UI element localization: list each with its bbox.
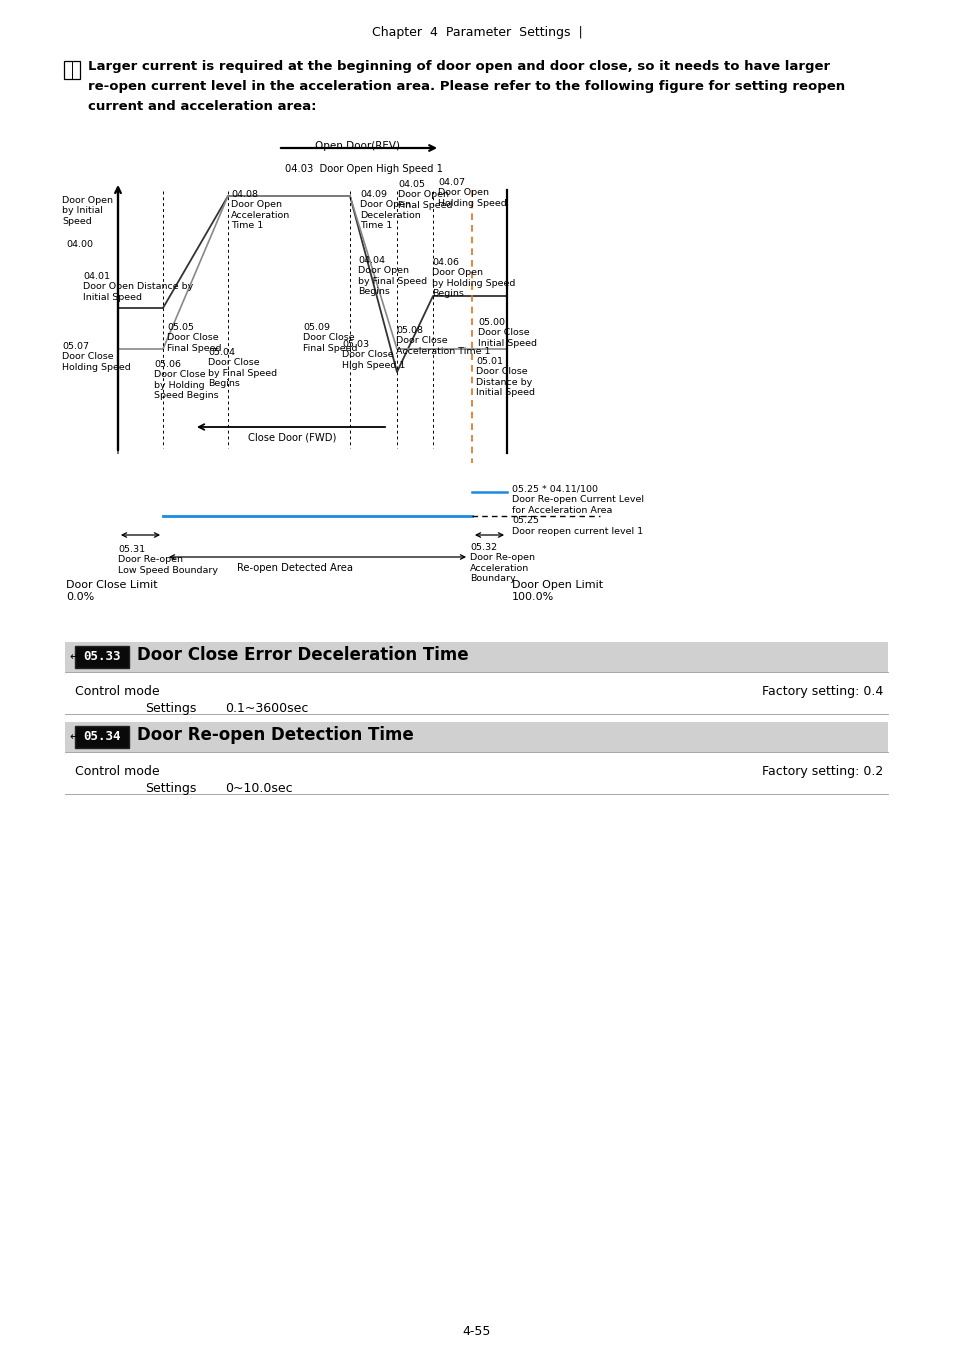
Text: 04.06
Door Open
by Holding Speed
Begins: 04.06 Door Open by Holding Speed Begins: [432, 258, 515, 298]
Text: 05.31
Door Re-open
Low Speed Boundary: 05.31 Door Re-open Low Speed Boundary: [118, 545, 218, 575]
Text: Door Close Limit
0.0%: Door Close Limit 0.0%: [66, 580, 157, 602]
Text: 05.32
Door Re-open
Acceleration
Boundary: 05.32 Door Re-open Acceleration Boundary: [470, 543, 535, 583]
Text: 0.1~3600sec: 0.1~3600sec: [225, 702, 308, 716]
Bar: [65, 643, 887, 672]
Text: Control mode: Control mode: [75, 684, 159, 698]
Text: Open Door(REV): Open Door(REV): [315, 140, 400, 151]
Text: 04.05
Door Open
Final Speed: 04.05 Door Open Final Speed: [397, 180, 452, 209]
Text: Settings: Settings: [145, 782, 196, 795]
Text: Door Close Error Deceleration Time: Door Close Error Deceleration Time: [137, 647, 468, 664]
Text: 05.07
Door Close
Holding Speed: 05.07 Door Close Holding Speed: [62, 342, 131, 371]
Text: Factory setting: 0.4: Factory setting: 0.4: [760, 684, 882, 698]
Text: Chapter  4  Parameter  Settings  |: Chapter 4 Parameter Settings |: [372, 26, 581, 39]
Text: Door Re-open Detection Time: Door Re-open Detection Time: [137, 726, 414, 744]
Text: Larger current is required at the beginning of door open and door close, so it n: Larger current is required at the beginn…: [88, 59, 829, 73]
Text: 05.03
Door Close
High Speed 1: 05.03 Door Close High Speed 1: [341, 340, 405, 370]
Text: 05.04
Door Close
by Final Speed
Begins: 05.04 Door Close by Final Speed Begins: [208, 348, 276, 389]
Text: 05.01
Door Close
Distance by
Initial Speed: 05.01 Door Close Distance by Initial Spe…: [476, 356, 535, 397]
Text: 05.09
Door Close
Final Speed: 05.09 Door Close Final Speed: [303, 323, 357, 352]
Text: Settings: Settings: [145, 702, 196, 716]
Text: 4-55: 4-55: [462, 1324, 491, 1338]
Text: 05.05
Door Close
Final Speed: 05.05 Door Close Final Speed: [167, 323, 221, 352]
Text: ↵: ↵: [69, 732, 78, 742]
Text: 05.06
Door Close
by Holding
Speed Begins: 05.06 Door Close by Holding Speed Begins: [153, 360, 218, 400]
Text: ↵: ↵: [69, 652, 78, 662]
Text: 0~10.0sec: 0~10.0sec: [225, 782, 293, 795]
Bar: [75, 647, 129, 668]
Text: current and acceleration area:: current and acceleration area:: [88, 100, 316, 113]
Text: 05.25 * 04.11/100
Door Re-open Current Level
for Acceleration Area
05.25
Door re: 05.25 * 04.11/100 Door Re-open Current L…: [512, 485, 643, 536]
Text: 04.03  Door Open High Speed 1: 04.03 Door Open High Speed 1: [285, 163, 442, 174]
Text: 05.34: 05.34: [83, 730, 121, 744]
Text: 05.08
Door Close
Acceleration Time 1: 05.08 Door Close Acceleration Time 1: [395, 325, 490, 356]
Bar: [65, 722, 887, 752]
Text: Factory setting: 0.2: Factory setting: 0.2: [760, 765, 882, 778]
Text: 05.00
Door Close
Initial Speed: 05.00 Door Close Initial Speed: [477, 319, 537, 348]
Text: 04.09
Door Open
Deceleration
Time 1: 04.09 Door Open Deceleration Time 1: [359, 190, 420, 231]
Text: Re-open Detected Area: Re-open Detected Area: [236, 563, 353, 572]
Text: 04.00: 04.00: [66, 240, 92, 248]
Text: re-open current level in the acceleration area. Please refer to the following fi: re-open current level in the acceleratio…: [88, 80, 844, 93]
Bar: [64, 61, 80, 80]
Text: 04.07
Door Open
Holding Speed: 04.07 Door Open Holding Speed: [437, 178, 506, 208]
Text: Control mode: Control mode: [75, 765, 159, 778]
Text: 04.01
Door Open Distance by
Initial Speed: 04.01 Door Open Distance by Initial Spee…: [83, 271, 193, 302]
Text: Door Open Limit
100.0%: Door Open Limit 100.0%: [512, 580, 602, 602]
Text: 04.04
Door Open
by Final Speed
Begins: 04.04 Door Open by Final Speed Begins: [357, 256, 427, 296]
Text: 05.33: 05.33: [83, 651, 121, 663]
Bar: [75, 726, 129, 748]
Text: Close Door (FWD): Close Door (FWD): [248, 433, 335, 443]
Text: 04.08
Door Open
Acceleration
Time 1: 04.08 Door Open Acceleration Time 1: [231, 190, 290, 231]
Text: Door Open
by Initial
Speed: Door Open by Initial Speed: [62, 196, 112, 225]
